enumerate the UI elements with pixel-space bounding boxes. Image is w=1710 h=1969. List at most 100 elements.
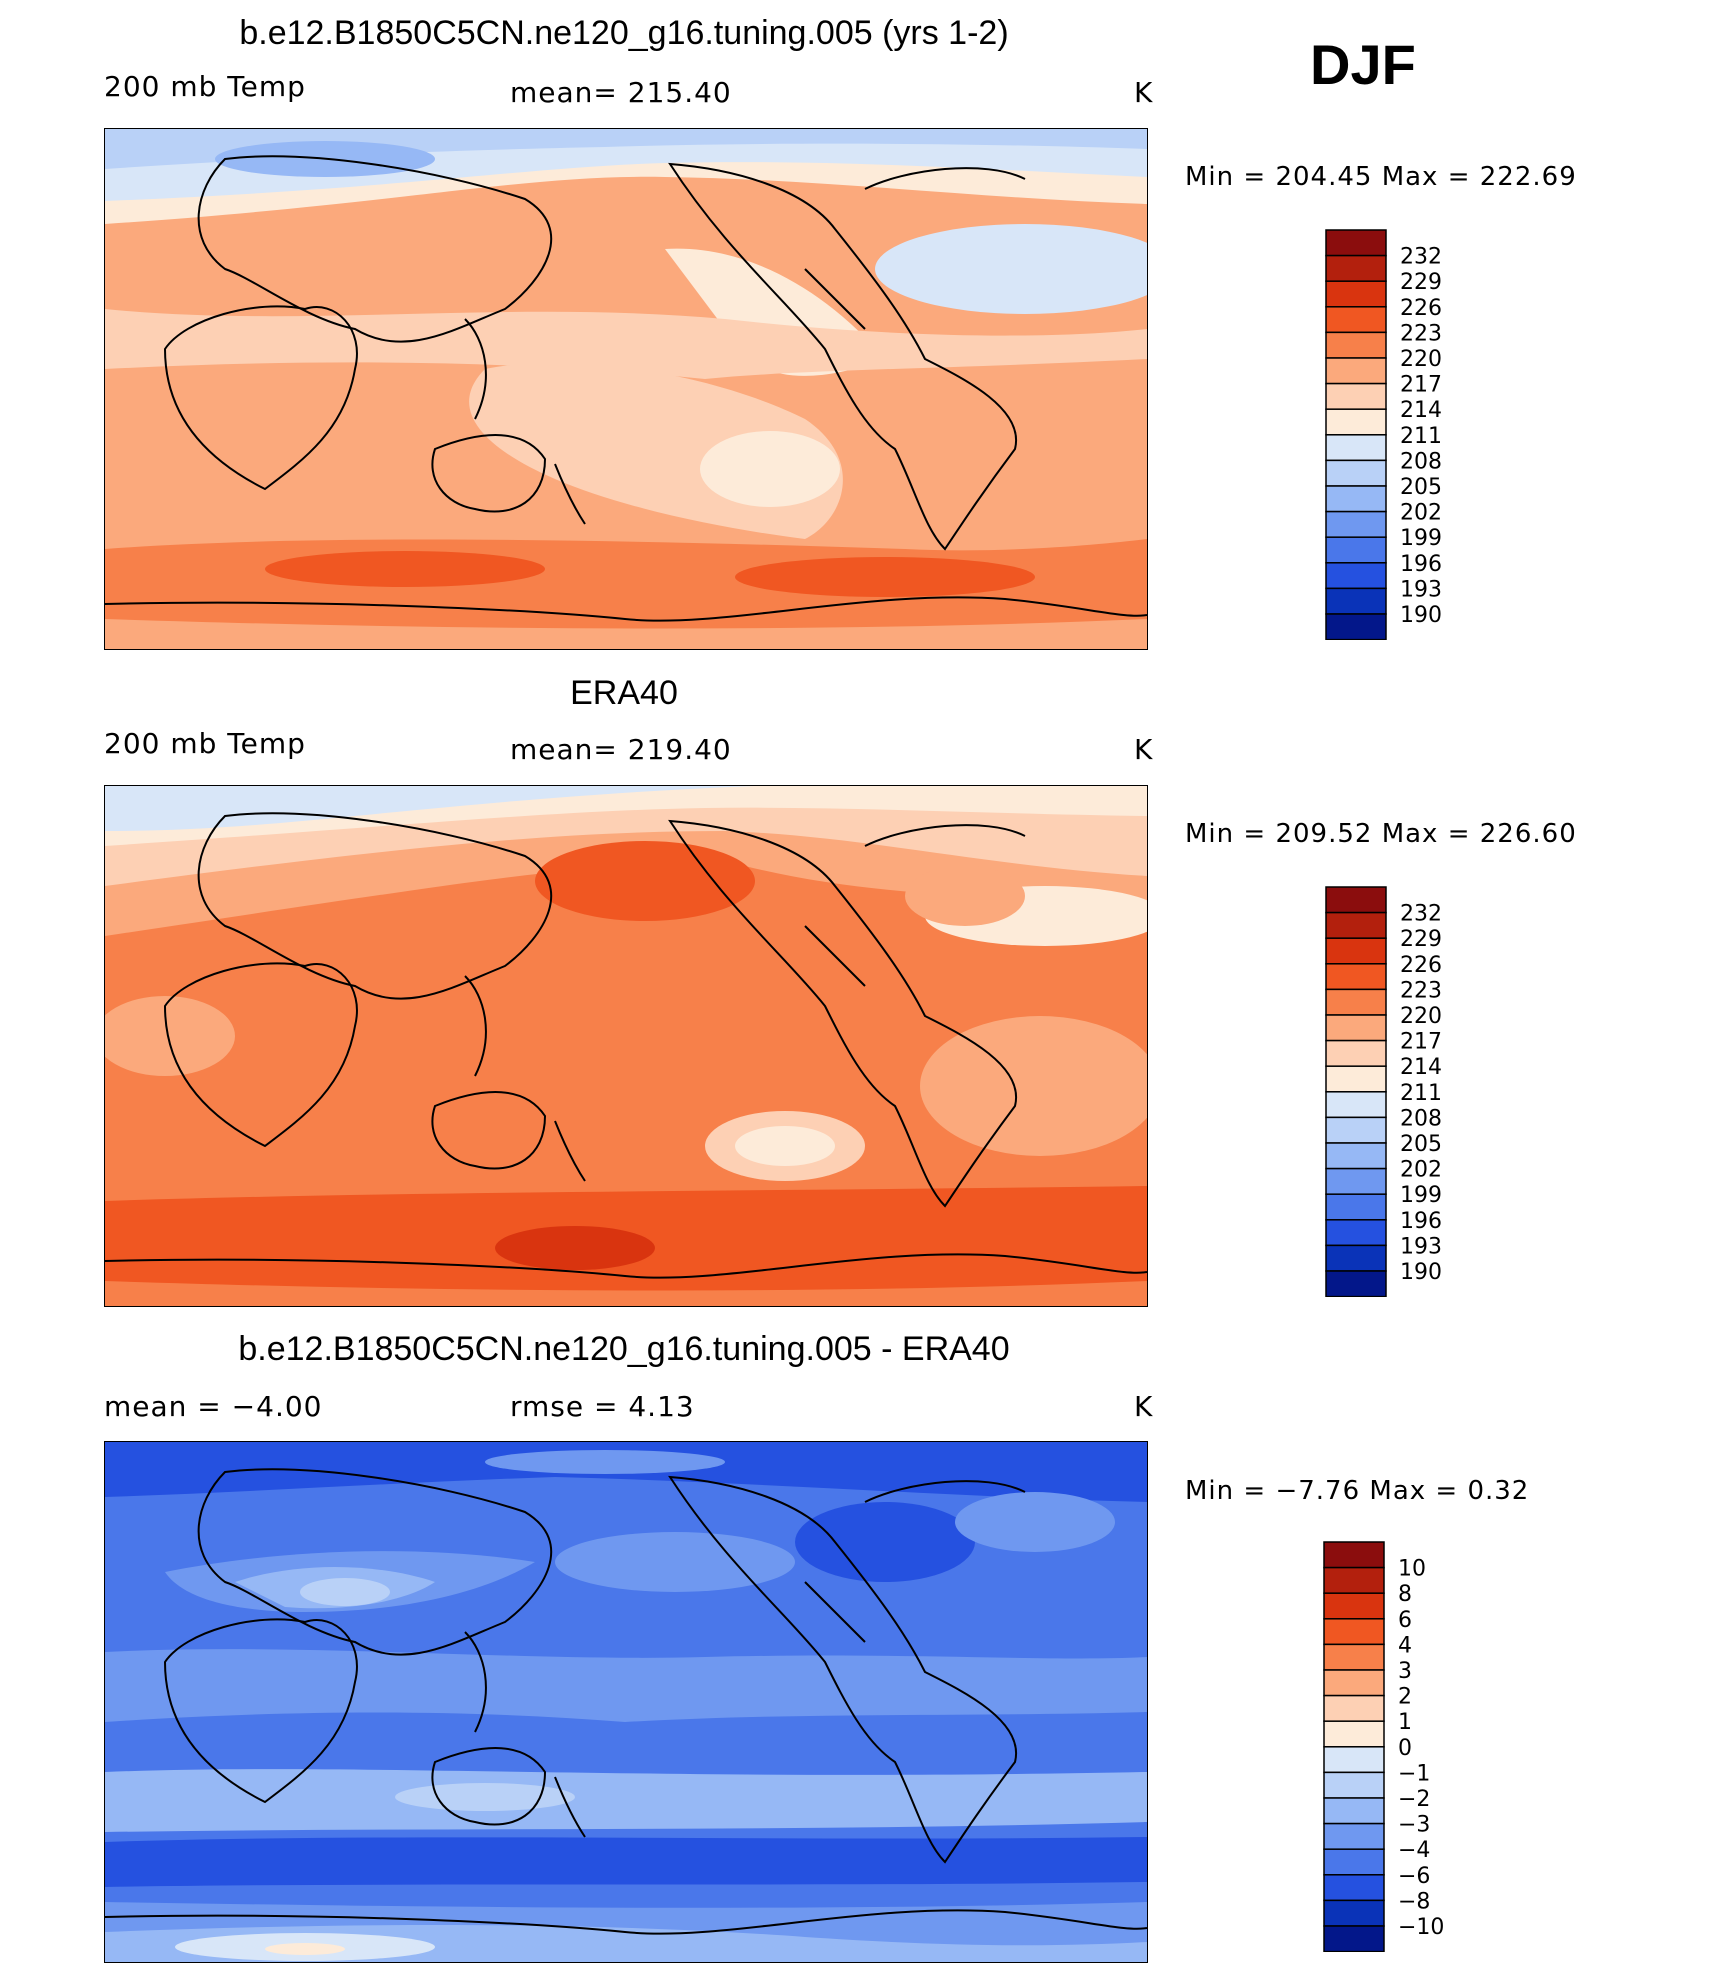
map2-cool-spot	[735, 1126, 835, 1166]
map1-warm-spot	[735, 557, 1035, 597]
colorbar-abs-2-svg: 2322292262232202172142112082052021991961…	[1325, 886, 1442, 1298]
colorbar-swatch	[1325, 1167, 1387, 1195]
map3-region	[265, 1943, 345, 1955]
colorbar-tick-label: 211	[1400, 424, 1442, 449]
map2-warm-spot	[905, 866, 1025, 926]
panel2-map	[104, 785, 1148, 1307]
colorbar-tick-label: 205	[1400, 1132, 1442, 1157]
colorbar-swatch	[1325, 1219, 1387, 1247]
colorbar-swatch	[1325, 1039, 1387, 1067]
colorbar-tick-label: 4	[1398, 1633, 1412, 1658]
colorbar-tick-label: 193	[1400, 577, 1442, 602]
map2-cool-spot	[920, 1016, 1147, 1156]
colorbar-tick-label: −4	[1398, 1838, 1430, 1863]
colorbar-swatch	[1323, 1771, 1385, 1799]
colorbar-swatch	[1325, 1142, 1387, 1170]
panel1-units: K	[1134, 76, 1154, 109]
map3-region	[555, 1532, 795, 1592]
colorbar-tick-label: 220	[1400, 347, 1442, 372]
colorbar-swatch	[1323, 1694, 1385, 1722]
map1-warm-spot	[700, 431, 840, 507]
map2-band	[105, 786, 755, 831]
colorbar-swatch	[1323, 1874, 1385, 1902]
colorbar-swatch	[1325, 587, 1387, 615]
map2-warm-spot	[495, 1226, 655, 1270]
map3-band	[105, 1649, 1147, 1722]
map2-band	[105, 1281, 1147, 1306]
colorbar-abs-2: 232 229 226 223 220 217 214 211 208 205 202 199 196 1…	[1320, 885, 1520, 1302]
colorbar-tick-label: 6	[1398, 1608, 1412, 1633]
panel1-title: b.e12.B1850C5CN.ne120_g16.tuning.005 (yr…	[239, 14, 1009, 52]
colorbar-tick-label: 214	[1400, 398, 1442, 423]
colorbar-swatch	[1323, 1848, 1385, 1876]
coastlines	[105, 1468, 1147, 1935]
colorbar-tick-label: 208	[1400, 449, 1442, 474]
colorbar-swatch	[1325, 408, 1387, 436]
panel3-title: b.e12.B1850C5CN.ne120_g16.tuning.005 - E…	[238, 1330, 1010, 1368]
map1-band	[105, 619, 1147, 649]
colorbar-tick-label: 223	[1400, 978, 1442, 1003]
map1-band	[105, 309, 1147, 379]
colorbar-tick-label: 217	[1400, 373, 1442, 398]
colorbar-tick-label: 8	[1398, 1582, 1412, 1607]
colorbar-tick-label: 10	[1398, 1557, 1426, 1582]
colorbar-tick-label: 1	[1398, 1710, 1412, 1735]
colorbar-tick-label: 211	[1400, 1081, 1442, 1106]
colorbar-swatch	[1325, 1116, 1387, 1144]
colorbar-tick-label: −3	[1398, 1813, 1430, 1838]
colorbar-diff: 10 8 6 4 3 2 1 0 −1 −2 −3 −4 −6 −8 −10	[1318, 1540, 1518, 1957]
coastlines	[105, 812, 1147, 1279]
colorbar-swatch	[1325, 1014, 1387, 1042]
colorbar-tick-label: 202	[1400, 1158, 1442, 1183]
colorbar-swatch	[1323, 1925, 1385, 1953]
colorbar-swatch	[1325, 536, 1387, 564]
panel1-variable: 200 mb Temp	[104, 70, 306, 103]
panel2-units: K	[1134, 733, 1154, 766]
coastlines	[105, 155, 1147, 622]
colorbar-swatch	[1325, 963, 1387, 991]
season-label: DJF	[1310, 33, 1416, 96]
colorbar-tick-label: 205	[1400, 475, 1442, 500]
colorbar-swatch	[1325, 1270, 1387, 1298]
colorbar-tick-label: 214	[1400, 1055, 1442, 1080]
colorbar-abs-1: 232 229 226 223 220 217 214 211 208 205 202 199 196 1…	[1320, 228, 1520, 645]
colorbar-tick-label: 229	[1400, 270, 1442, 295]
colorbar-swatch	[1325, 1193, 1387, 1221]
colorbar-swatch	[1325, 1091, 1387, 1119]
colorbar-swatch	[1325, 485, 1387, 513]
colorbar-tick-label: 226	[1400, 953, 1442, 978]
colorbar-swatch	[1325, 937, 1387, 965]
colorbar-swatch	[1323, 1822, 1385, 1850]
panel3-rmse: rmse = 4.13	[510, 1390, 695, 1423]
map3-region	[485, 1450, 725, 1474]
colorbar-swatch	[1325, 459, 1387, 487]
colorbar-tick-label: 3	[1398, 1659, 1412, 1684]
colorbar-swatch	[1325, 911, 1387, 939]
colorbar-swatch	[1325, 1244, 1387, 1272]
colorbar-swatch	[1325, 988, 1387, 1016]
colorbar-tick-label: 199	[1400, 1183, 1442, 1208]
panel2-map-svg	[105, 786, 1147, 1306]
panel2-variable: 200 mb Temp	[104, 727, 306, 760]
colorbar-tick-label: 232	[1400, 902, 1442, 927]
colorbar-swatch	[1323, 1899, 1385, 1927]
colorbar-tick-label: −8	[1398, 1889, 1430, 1914]
colorbar-swatch	[1325, 229, 1387, 257]
colorbar-swatch	[1325, 886, 1387, 914]
colorbar-swatch	[1323, 1643, 1385, 1671]
panel3-minmax: Min = −7.76 Max = 0.32	[1185, 1476, 1530, 1506]
colorbar-swatch	[1323, 1720, 1385, 1748]
colorbar-tick-label: 229	[1400, 927, 1442, 952]
colorbar-tick-label: 217	[1400, 1030, 1442, 1055]
map3-region	[795, 1502, 975, 1582]
panel3-diff-mean: mean = −4.00	[104, 1390, 323, 1423]
colorbar-swatch	[1325, 254, 1387, 282]
map1-cold-spot	[875, 224, 1147, 314]
colorbar-tick-label: 2	[1398, 1685, 1412, 1710]
colorbar-tick-label: 190	[1400, 603, 1442, 628]
colorbar-tick-label: 193	[1400, 1234, 1442, 1259]
panel2-title: ERA40	[570, 674, 678, 712]
colorbar-tick-label: 190	[1400, 1260, 1442, 1285]
colorbar-tick-label: 232	[1400, 245, 1442, 270]
